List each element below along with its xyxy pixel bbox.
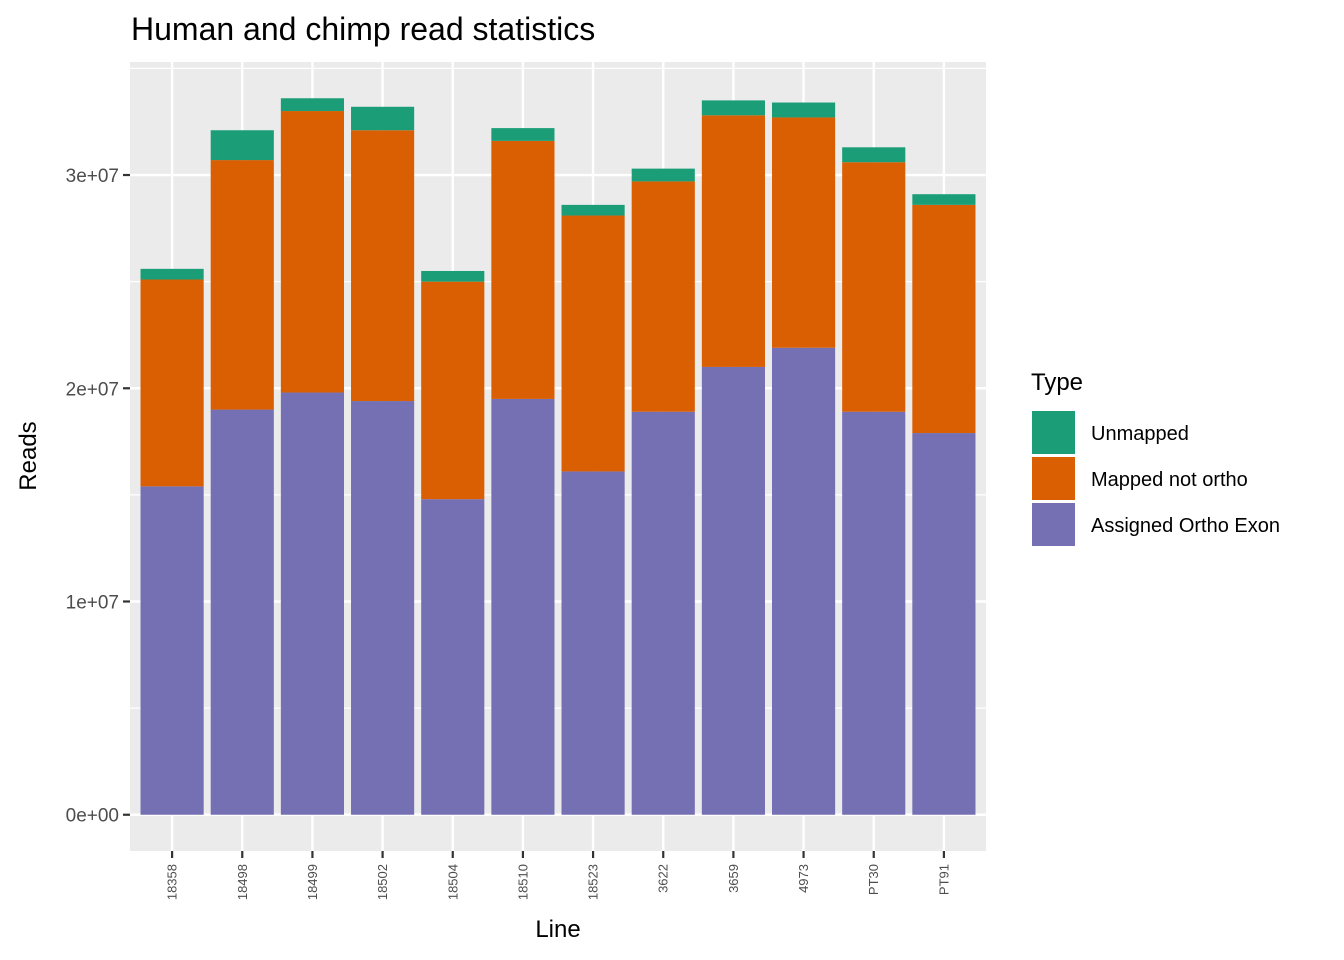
bar-assigned-ortho-exon-3659 <box>701 366 765 815</box>
bar-assigned-ortho-exon-PT30 <box>842 411 906 815</box>
bar-unmapped-3622 <box>631 168 695 182</box>
legend: Type Unmapped Mapped not ortho Assigned Or… <box>1031 369 1280 546</box>
legend-label: Mapped not ortho <box>1091 469 1248 491</box>
bars <box>140 98 976 815</box>
x-axis: 18358 18498 18499 18502 18504 18510 18523 3622 3… <box>165 851 951 900</box>
bar-mapped-not-ortho-PT91 <box>912 204 976 434</box>
x-tick-label-18358: 18358 <box>165 864 180 900</box>
x-tick-label-4973: 4973 <box>796 864 811 893</box>
x-tick-label-18504: 18504 <box>445 864 460 900</box>
bar-assigned-ortho-exon-18510 <box>491 398 555 815</box>
legend-swatch-unmapped <box>1032 411 1075 454</box>
bar-unmapped-18510 <box>491 128 555 141</box>
bar-unmapped-18499 <box>280 98 344 112</box>
y-axis: 0e+00 1e+07 2e+07 3e+07 <box>66 166 130 827</box>
bar-unmapped-18358 <box>140 268 204 280</box>
bar-unmapped-18502 <box>351 106 415 131</box>
y-axis-title: Reads <box>15 421 42 490</box>
bar-mapped-not-ortho-PT30 <box>842 162 906 412</box>
y-tick-label: 3e+07 <box>66 166 119 187</box>
y-tick-label: 2e+07 <box>66 379 119 400</box>
x-tick-label-18499: 18499 <box>305 864 320 900</box>
bar-mapped-not-ortho-3659 <box>701 115 765 367</box>
y-tick-label: 0e+00 <box>66 806 119 827</box>
bar-mapped-not-ortho-18504 <box>421 281 485 500</box>
bar-assigned-ortho-exon-PT91 <box>912 433 976 815</box>
bar-assigned-ortho-exon-4973 <box>772 347 836 815</box>
x-tick-label-18523: 18523 <box>586 864 601 900</box>
bar-assigned-ortho-exon-18504 <box>421 499 485 815</box>
bar-mapped-not-ortho-18498 <box>210 160 274 410</box>
x-tick-label-18502: 18502 <box>375 864 390 900</box>
bar-mapped-not-ortho-18499 <box>280 111 344 393</box>
x-tick-label-18510: 18510 <box>515 864 530 900</box>
legend-label: Assigned Ortho Exon <box>1091 515 1280 537</box>
bar-mapped-not-ortho-4973 <box>772 117 836 348</box>
x-tick-label-PT30: PT30 <box>866 864 881 895</box>
bar-assigned-ortho-exon-18499 <box>280 392 344 815</box>
x-tick-label-PT91: PT91 <box>936 864 951 895</box>
bar-unmapped-18498 <box>210 130 274 161</box>
legend-title: Type <box>1031 369 1083 396</box>
bar-unmapped-18504 <box>421 270 485 282</box>
x-tick-label-18498: 18498 <box>235 864 250 900</box>
bar-unmapped-3659 <box>701 100 765 116</box>
y-tick-label: 1e+07 <box>66 593 119 614</box>
bar-assigned-ortho-exon-3622 <box>631 411 695 815</box>
legend-swatch-assigned-ortho-exon <box>1032 503 1075 546</box>
bar-mapped-not-ortho-3622 <box>631 181 695 412</box>
bar-unmapped-PT91 <box>912 194 976 205</box>
legend-swatch-mapped-not-ortho <box>1032 457 1075 500</box>
bar-assigned-ortho-exon-18523 <box>561 471 625 815</box>
bar-unmapped-4973 <box>772 102 836 118</box>
bar-mapped-not-ortho-18358 <box>140 279 204 487</box>
chart-title: Human and chimp read statistics <box>131 11 595 47</box>
bar-assigned-ortho-exon-18502 <box>351 401 415 815</box>
bar-unmapped-18523 <box>561 204 625 216</box>
x-tick-label-3659: 3659 <box>726 864 741 893</box>
bar-mapped-not-ortho-18510 <box>491 140 555 399</box>
bar-mapped-not-ortho-18523 <box>561 215 625 472</box>
bar-unmapped-PT30 <box>842 147 906 163</box>
x-axis-title: Line <box>535 916 580 943</box>
bar-mapped-not-ortho-18502 <box>351 130 415 402</box>
bar-assigned-ortho-exon-18498 <box>210 409 274 815</box>
bar-assigned-ortho-exon-18358 <box>140 486 204 815</box>
legend-label: Unmapped <box>1091 423 1189 445</box>
x-tick-label-3622: 3622 <box>656 864 671 893</box>
